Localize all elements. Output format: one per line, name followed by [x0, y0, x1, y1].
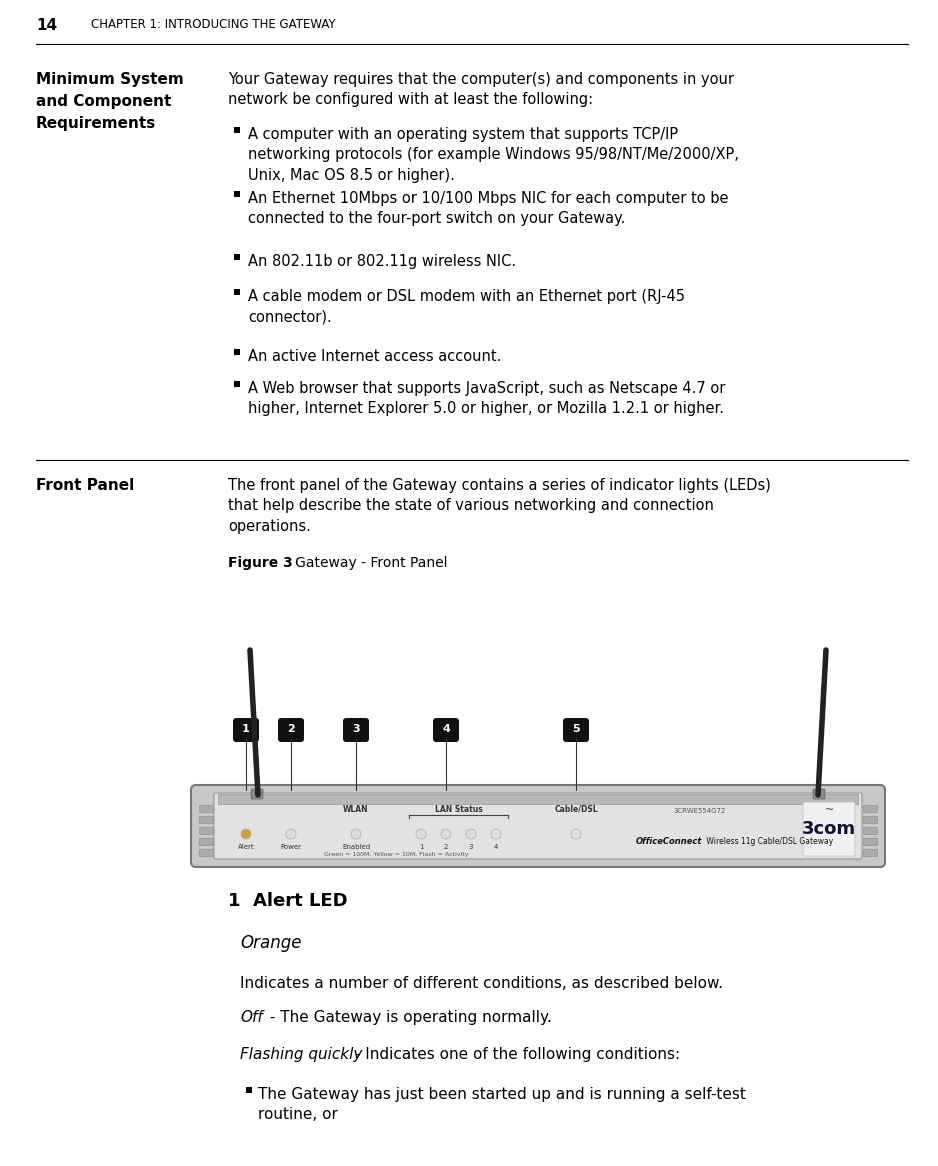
Text: Flashing quickly: Flashing quickly [240, 1047, 362, 1062]
FancyBboxPatch shape [278, 718, 304, 742]
Text: A computer with an operating system that supports TCP/IP
networking protocols (f: A computer with an operating system that… [248, 127, 739, 183]
Text: ~: ~ [825, 805, 834, 815]
Text: Orange: Orange [240, 934, 301, 951]
FancyBboxPatch shape [813, 789, 825, 799]
Bar [234, 254, 240, 260]
Text: Wireless 11g Cable/DSL Gateway: Wireless 11g Cable/DSL Gateway [704, 837, 833, 847]
Text: Enabled: Enabled [342, 844, 371, 850]
Text: Front Panel: Front Panel [36, 478, 134, 493]
Text: An active Internet access account.: An active Internet access account. [248, 349, 502, 364]
Text: Cable/DSL: Cable/DSL [554, 805, 598, 814]
Text: 1: 1 [418, 844, 423, 850]
Text: OfficeConnect: OfficeConnect [636, 837, 703, 847]
Bar [234, 127, 240, 133]
Text: 3: 3 [469, 844, 474, 850]
Circle shape [491, 829, 501, 840]
Circle shape [241, 829, 251, 840]
Text: A cable modem or DSL modem with an Ethernet port (RJ-45
connector).: A cable modem or DSL modem with an Ether… [248, 289, 685, 324]
Text: 4: 4 [493, 844, 498, 850]
Bar [234, 191, 240, 197]
Text: WLAN: WLAN [343, 805, 369, 814]
Circle shape [351, 829, 361, 840]
Bar [863, 805, 877, 812]
Text: Green = 100M, Yellow = 10M, Flash = Activity: Green = 100M, Yellow = 10M, Flash = Acti… [324, 852, 468, 857]
Bar [246, 1087, 252, 1093]
Text: Off: Off [240, 1010, 263, 1025]
Text: An 802.11b or 802.11g wireless NIC.: An 802.11b or 802.11g wireless NIC. [248, 254, 516, 269]
FancyBboxPatch shape [214, 793, 862, 859]
Bar [234, 381, 240, 387]
Text: 3CRWE554G72: 3CRWE554G72 [673, 808, 726, 814]
Text: 1: 1 [242, 724, 250, 735]
FancyBboxPatch shape [563, 718, 589, 742]
Bar [199, 849, 213, 856]
Bar [863, 838, 877, 845]
Text: 2: 2 [287, 724, 295, 735]
Text: The Gateway has just been started up and is running a self-test
routine, or: The Gateway has just been started up and… [258, 1087, 746, 1123]
Text: 1  Alert LED: 1 Alert LED [228, 892, 348, 909]
Bar [863, 816, 877, 823]
Text: Indicates a number of different conditions, as described below.: Indicates a number of different conditio… [240, 976, 723, 991]
Text: LAN Status: LAN Status [434, 805, 482, 814]
FancyBboxPatch shape [251, 789, 263, 799]
Circle shape [286, 829, 296, 840]
Text: Minimum System
and Component
Requirements: Minimum System and Component Requirement… [36, 72, 184, 132]
Circle shape [571, 829, 581, 840]
FancyBboxPatch shape [233, 718, 259, 742]
Text: 14: 14 [36, 17, 57, 33]
Text: 5: 5 [572, 724, 580, 735]
Text: The front panel of the Gateway contains a series of indicator lights (LEDs)
that: The front panel of the Gateway contains … [228, 478, 771, 534]
Text: An Ethernet 10Mbps or 10/100 Mbps NIC for each computer to be
connected to the f: An Ethernet 10Mbps or 10/100 Mbps NIC fo… [248, 191, 729, 226]
Text: Gateway - Front Panel: Gateway - Front Panel [282, 556, 447, 570]
Bar [234, 349, 240, 354]
FancyBboxPatch shape [343, 718, 369, 742]
Text: 3: 3 [352, 724, 360, 735]
Bar [199, 827, 213, 834]
Circle shape [466, 829, 476, 840]
Bar [234, 289, 240, 295]
Bar [199, 838, 213, 845]
Text: 2: 2 [444, 844, 448, 850]
Text: CHAPTER 1: INTRODUCING THE GATEWAY: CHAPTER 1: INTRODUCING THE GATEWAY [91, 17, 336, 31]
Text: Alert: Alert [237, 844, 254, 850]
Bar [863, 849, 877, 856]
Bar [218, 794, 858, 805]
Text: Figure 3: Figure 3 [228, 556, 293, 570]
Text: 4: 4 [442, 724, 450, 735]
Text: Your Gateway requires that the computer(s) and components in your
network be con: Your Gateway requires that the computer(… [228, 72, 734, 107]
Text: 3com: 3com [802, 820, 856, 838]
Bar [863, 827, 877, 834]
Circle shape [416, 829, 426, 840]
Bar [199, 805, 213, 812]
Text: Power: Power [280, 844, 301, 850]
Bar [199, 816, 213, 823]
Circle shape [441, 829, 451, 840]
FancyBboxPatch shape [433, 718, 459, 742]
Text: - The Gateway is operating normally.: - The Gateway is operating normally. [265, 1010, 552, 1025]
Text: - Indicates one of the following conditions:: - Indicates one of the following conditi… [350, 1047, 680, 1062]
Text: A Web browser that supports JavaScript, such as Netscape 4.7 or
higher, Internet: A Web browser that supports JavaScript, … [248, 381, 725, 416]
FancyBboxPatch shape [191, 785, 885, 868]
FancyBboxPatch shape [803, 802, 855, 856]
